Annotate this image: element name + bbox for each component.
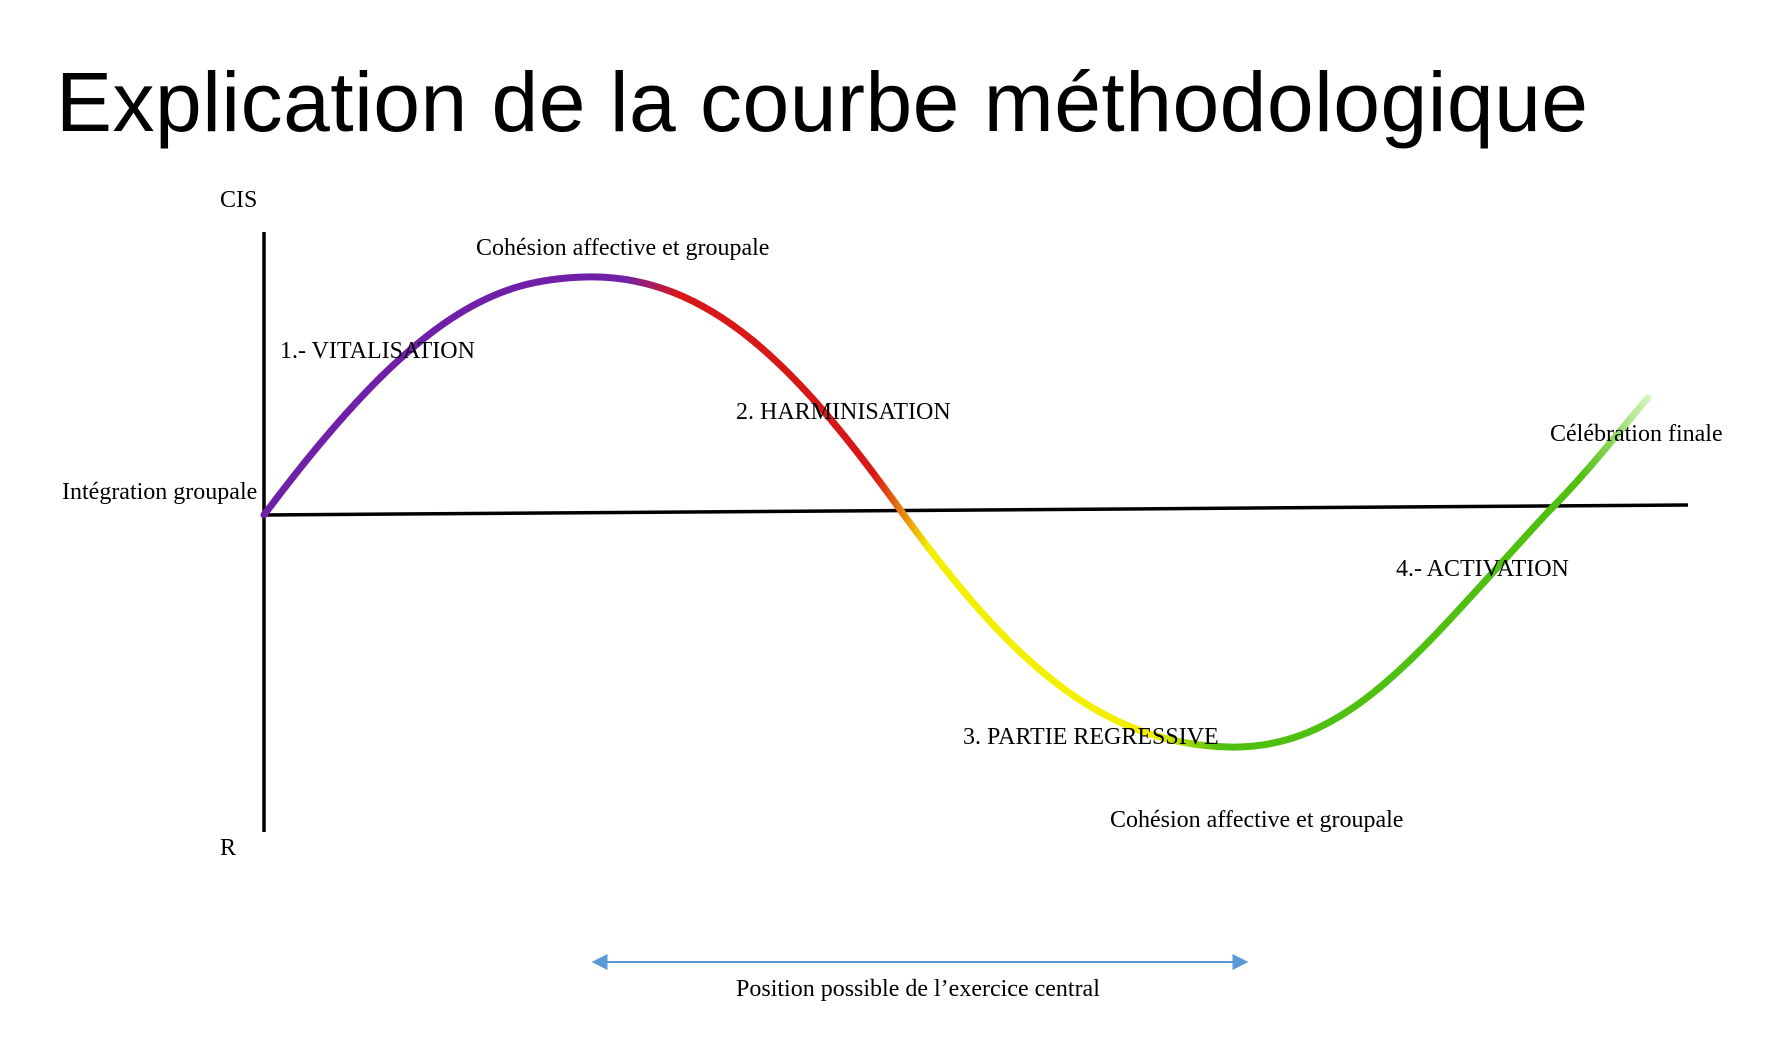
slide-title: Explication de la courbe méthodologique — [56, 55, 1589, 149]
origin-label: Intégration groupale — [62, 479, 257, 505]
axis-bottom-label: R — [220, 835, 236, 861]
axis-top-label: CIS — [220, 187, 257, 213]
phase3-label: 3. PARTIE REGRESSIVE — [963, 724, 1219, 750]
phase2-label: 2. HARMINISATION — [736, 399, 951, 425]
phase1-label: 1.- VITALISATION — [280, 338, 475, 364]
end-label: Célébration finale — [1550, 421, 1723, 447]
methodology-curve — [260, 273, 1652, 751]
horizontal-axis — [263, 503, 1689, 517]
peak-label: Cohésion affective et groupale — [476, 235, 769, 261]
range-label: Position possible de l’exercice central — [736, 976, 1100, 1002]
phase4-label: 4.- ACTIVATION — [1396, 556, 1569, 582]
trough-label: Cohésion affective et groupale — [1110, 807, 1403, 833]
